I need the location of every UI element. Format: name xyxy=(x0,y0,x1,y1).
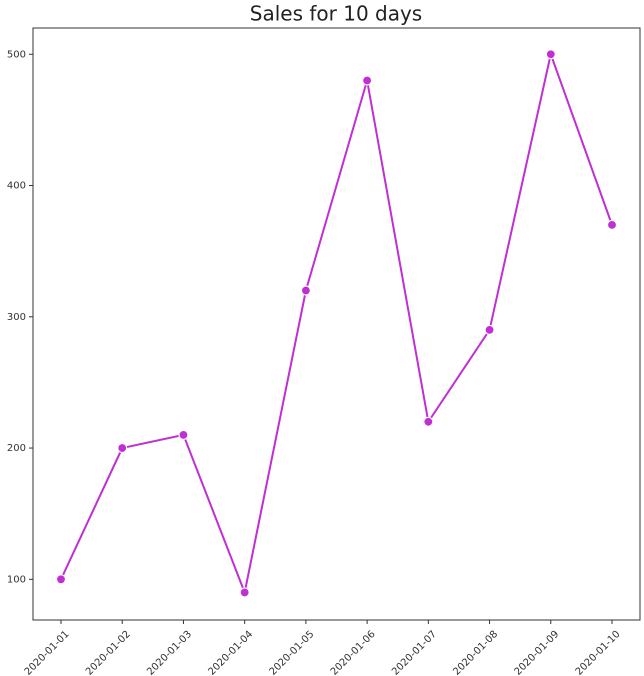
point xyxy=(55,574,67,585)
series-line xyxy=(60,50,613,596)
chart-title: Sales for 10 days xyxy=(250,2,422,26)
y-tick-label: 500 xyxy=(7,49,26,60)
y-tick-label: 400 xyxy=(7,181,26,192)
point xyxy=(178,429,189,441)
plot-frame xyxy=(32,27,641,621)
x-tick-label: 2020-01-03 xyxy=(145,629,194,676)
x-tick-label: 2020-01-06 xyxy=(329,629,378,676)
x-tick-label: 2020-01-08 xyxy=(451,629,500,676)
point xyxy=(362,75,373,86)
y-tick-label: 300 xyxy=(7,312,26,323)
x-tick-label: 2020-01-01 xyxy=(23,629,72,676)
y-tick-label: 100 xyxy=(7,574,26,585)
x-tick-label: 2020-01-07 xyxy=(390,629,439,676)
point xyxy=(117,442,128,454)
x-tick-label: 2020-01-10 xyxy=(574,629,623,676)
point xyxy=(300,285,311,296)
x-tick-label: 2020-01-09 xyxy=(513,629,562,676)
x-tick-label: 2020-01-05 xyxy=(268,629,317,676)
point xyxy=(545,49,556,60)
point xyxy=(239,587,250,598)
x-tick-label: 2020-01-02 xyxy=(84,629,133,676)
y-tick-label: 200 xyxy=(7,443,26,454)
point xyxy=(484,324,495,336)
point xyxy=(606,219,618,230)
x-tick-label: 2020-01-04 xyxy=(206,629,255,676)
point xyxy=(423,416,434,427)
